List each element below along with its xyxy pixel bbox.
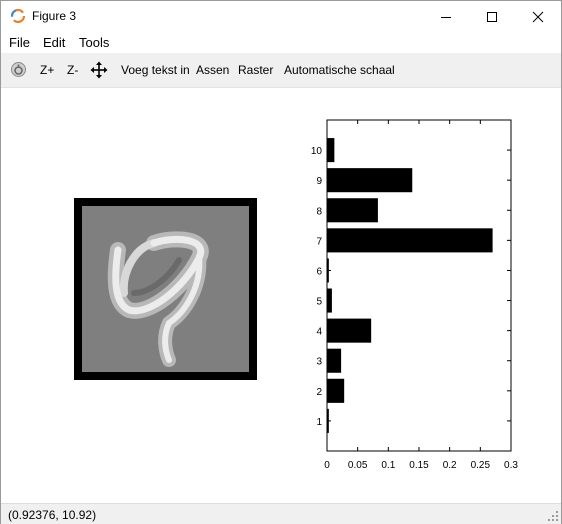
digit-image (74, 198, 257, 380)
minimize-icon (441, 16, 451, 18)
bar-3 (327, 348, 342, 373)
close-button[interactable] (515, 1, 561, 32)
bar-chart: 1 2 3 4 5 6 7 8 9 10 0 0.05 0.1 0.15 0.2 0.25 0.3 (311, 119, 518, 471)
y-tick-label: 2 (316, 387, 322, 398)
autoscale-button[interactable]: Automatische schaal (284, 63, 395, 77)
y-tick-label: 9 (316, 176, 322, 187)
bar-2 (327, 378, 345, 403)
x-tick-label: 0.25 (471, 460, 491, 471)
y-tick-label: 6 (316, 266, 322, 277)
cursor-coordinates: (0.92376, 10.92) (8, 508, 97, 522)
menu-file[interactable]: File (9, 35, 30, 50)
rotate-icon[interactable] (10, 61, 27, 78)
insert-text-button[interactable]: Voeg tekst in (121, 63, 190, 77)
x-tick-label: 0 (324, 460, 330, 471)
menu-tools[interactable]: Tools (79, 35, 110, 50)
x-tick-label: 0.3 (504, 460, 518, 471)
y-tick-label: 4 (316, 327, 322, 338)
bar-9 (327, 168, 413, 193)
y-tick-label: 10 (311, 146, 323, 157)
y-tick-label: 8 (316, 206, 322, 217)
toolbar: Z+ Z- Voeg tekst in Assen Raster Automat… (1, 53, 561, 88)
y-tick-label: 1 (316, 417, 322, 428)
menu-bar: File Edit Tools (1, 32, 561, 53)
x-tick-label: 0.15 (409, 460, 429, 471)
grid-button[interactable]: Raster (238, 63, 274, 77)
y-tick-label: 5 (316, 297, 322, 308)
maximize-button[interactable] (469, 1, 515, 32)
y-tick-label: 3 (316, 357, 322, 368)
maximize-icon (487, 11, 497, 22)
pan-icon[interactable] (90, 61, 108, 79)
x-tick-label: 0.2 (443, 460, 457, 471)
zoom-out-button[interactable]: Z- (67, 63, 79, 77)
x-tick-label: 0.1 (381, 460, 395, 471)
y-tick-label: 7 (316, 236, 322, 247)
close-icon (532, 11, 544, 22)
zoom-in-button[interactable]: Z+ (40, 63, 55, 77)
axes-button[interactable]: Assen (196, 63, 230, 77)
title-bar: Figure 3 (1, 1, 561, 32)
minimize-button[interactable] (423, 1, 469, 32)
bar-7 (327, 228, 493, 253)
octave-logo-icon (10, 8, 26, 24)
resize-grip-icon[interactable] (548, 511, 558, 521)
status-bar: (0.92376, 10.92) (1, 503, 561, 524)
figure-canvas[interactable]: 1 2 3 4 5 6 7 8 9 10 0 0.05 0.1 0.15 0.2 0.25 0.3 (1, 88, 561, 503)
bar-4 (327, 318, 372, 343)
window-title: Figure 3 (32, 9, 77, 23)
menu-edit[interactable]: Edit (43, 35, 66, 50)
bar-8 (327, 198, 378, 223)
x-tick-label: 0.05 (348, 460, 368, 471)
